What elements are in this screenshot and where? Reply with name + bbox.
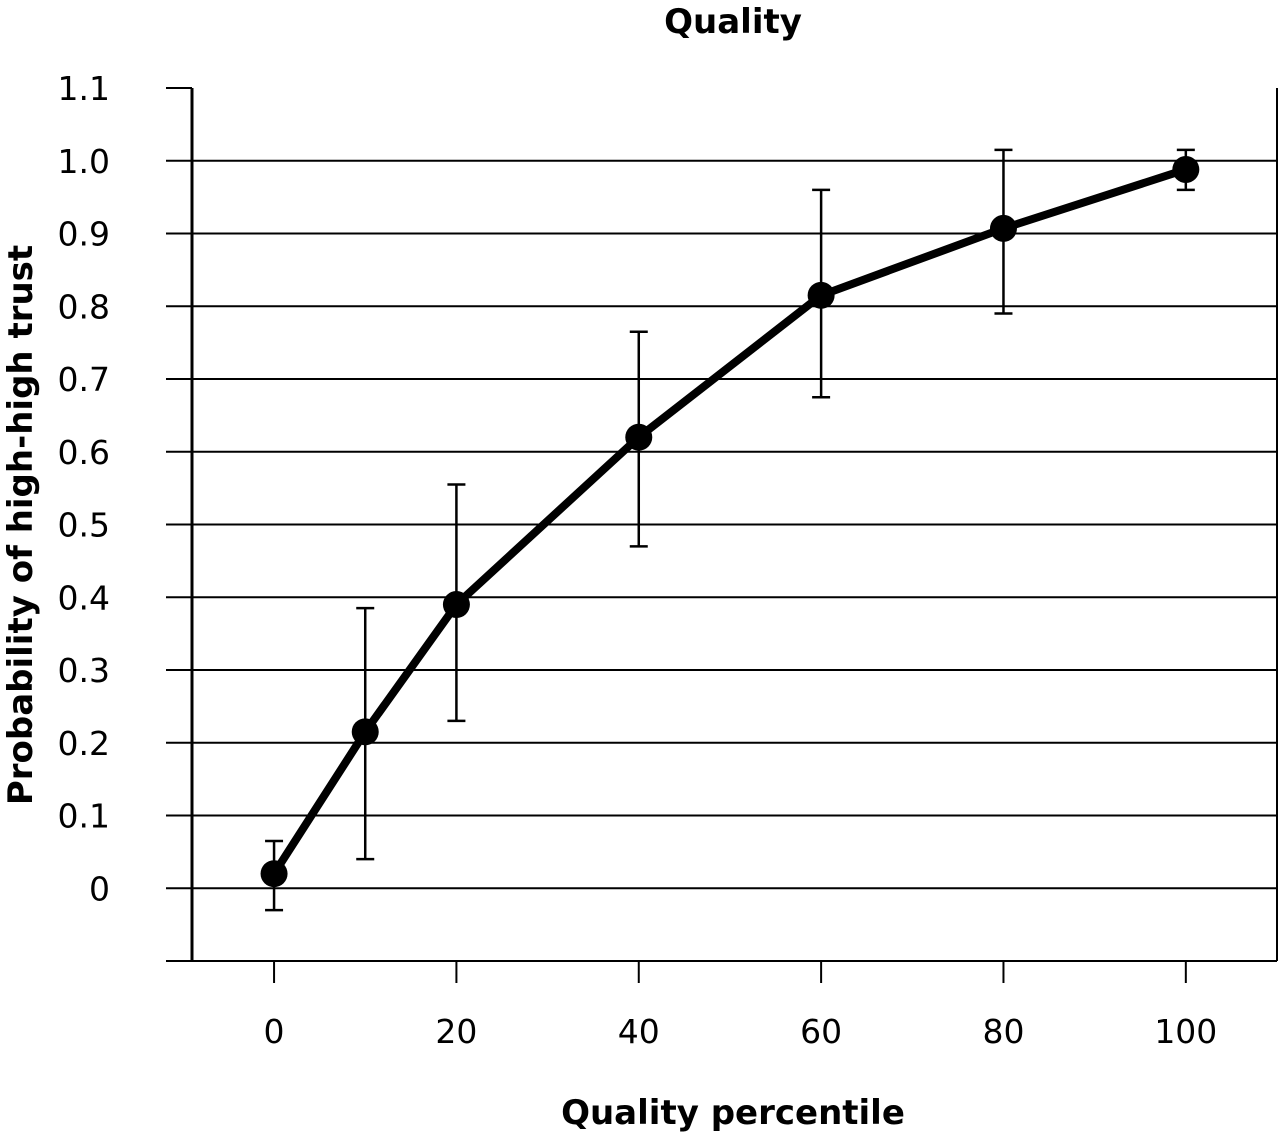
y-tick-label: 1.0 xyxy=(58,142,110,181)
y-tick-label: 0 xyxy=(89,869,110,908)
series-line xyxy=(270,165,1190,878)
data-point xyxy=(807,281,835,309)
data-point xyxy=(625,423,653,451)
x-tick-label: 40 xyxy=(618,1012,660,1051)
series-line-0 xyxy=(270,165,1190,878)
y-tick-label: 0.1 xyxy=(58,797,110,836)
data-point xyxy=(260,860,288,888)
data-point xyxy=(442,591,470,619)
y-tick-label: 0.6 xyxy=(58,433,110,472)
axes xyxy=(166,88,1278,962)
data-point xyxy=(1172,155,1200,183)
grid-lines xyxy=(166,87,1277,890)
x-tick-label: 20 xyxy=(435,1012,477,1051)
data-points xyxy=(260,155,1200,888)
x-tick-label: 80 xyxy=(982,1012,1024,1051)
y-tick-label: 0.5 xyxy=(58,506,110,545)
error-bars xyxy=(265,148,1195,912)
x-axis-label: Quality percentile xyxy=(561,1093,905,1133)
x-tick-label: 100 xyxy=(1154,1012,1217,1051)
y-tick-label: 0.9 xyxy=(58,215,110,254)
x-tick-label: 0 xyxy=(264,1012,285,1051)
y-axis-label: Probability of high-high trust xyxy=(1,245,41,805)
x-axis-ticks: 0 20 40 60 80 100 xyxy=(264,961,1217,1051)
y-tick-label: 0.8 xyxy=(58,287,110,326)
y-tick-label: 0.4 xyxy=(58,578,110,617)
y-tick-label: 0.2 xyxy=(58,724,110,763)
y-axis-ticks: 0 0.1 0.2 0.3 0.4 0.5 0.6 0.7 0.8 0.9 1.0 1.1 xyxy=(58,69,110,908)
y-tick-label: 0.3 xyxy=(58,651,110,690)
y-tick-label: 1.1 xyxy=(58,69,110,108)
x-tick-label: 60 xyxy=(800,1012,842,1051)
data-point xyxy=(989,214,1017,242)
chart-title: Quality xyxy=(664,2,802,42)
y-tick-label: 0.7 xyxy=(58,360,110,399)
data-point xyxy=(351,718,379,746)
